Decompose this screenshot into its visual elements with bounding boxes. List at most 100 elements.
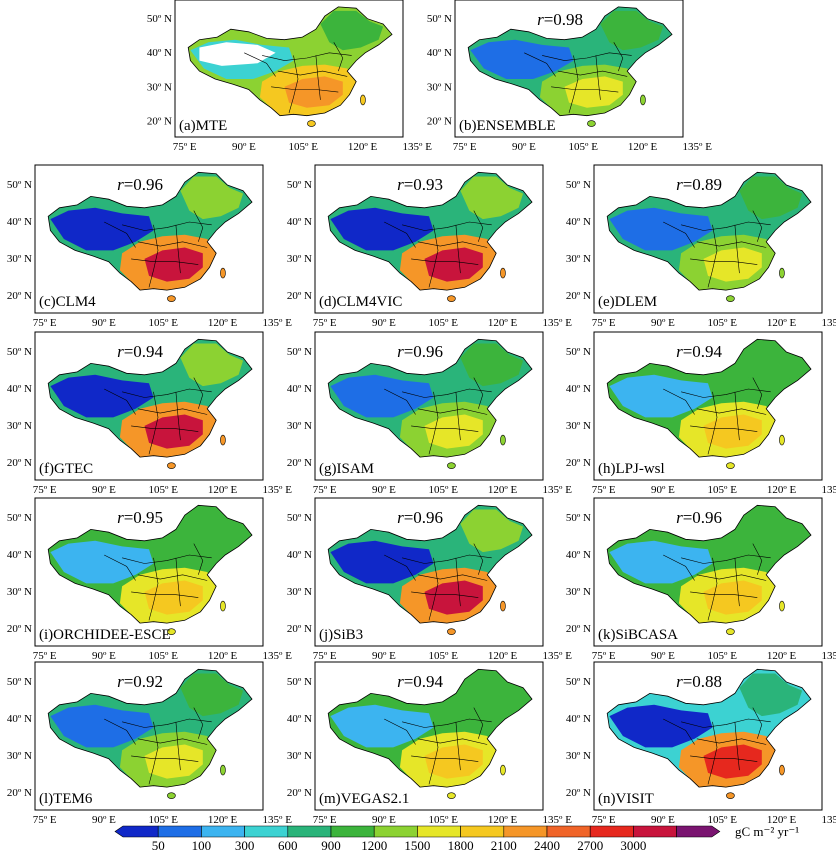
map-panel: 20º N 30º N 40º N 50º N 75º E 90º E 105º E 120º… — [7, 497, 292, 662]
hainan-island — [447, 462, 456, 469]
province-boundary — [148, 224, 159, 288]
province-boundary — [148, 391, 159, 455]
province-boundary — [696, 408, 767, 415]
panel-label: (n)VISIT — [598, 791, 654, 807]
colorbar-swatch — [373, 825, 418, 838]
province-boundary — [411, 425, 479, 432]
province-boundary — [411, 591, 479, 598]
r-symbol: r — [676, 508, 683, 527]
hainan-island — [307, 120, 316, 127]
province-boundary — [663, 221, 695, 248]
province-boundary — [131, 425, 199, 432]
lat-tick-label: 50º N — [287, 346, 312, 358]
lon-tick-label: 75º E — [33, 814, 57, 826]
china-border — [327, 504, 533, 624]
panel-frame — [34, 661, 264, 811]
colorbar-tick-label: 2100 — [491, 838, 517, 850]
panel-frame — [454, 0, 684, 138]
panel-frame — [314, 331, 544, 481]
lat-tick-label: 20º N — [427, 116, 452, 128]
correlation-label: r=0.94 — [676, 342, 722, 361]
taiwan-island — [500, 600, 506, 612]
china-border — [187, 6, 393, 117]
map-panel: 20º N 30º N 40º N 50º N 75º E 90º E 105º E 120º… — [7, 331, 293, 496]
lon-tick-label: 135º E — [822, 484, 836, 496]
hainan-island — [167, 462, 176, 469]
colorbar-tick-label: 100 — [192, 838, 212, 850]
lat-tick-label: 40º N — [566, 713, 591, 725]
west-region — [330, 374, 434, 418]
province-boundary — [122, 221, 212, 231]
lat-tick-label: 30º N — [287, 420, 312, 432]
colorbar-tick-label: 3000 — [620, 838, 646, 850]
west-region — [50, 540, 154, 584]
china-border — [606, 668, 812, 788]
lon-tick-label: 75º E — [313, 484, 337, 496]
panel-frame — [34, 497, 264, 647]
lon-tick-label: 75º E — [592, 317, 616, 329]
r-value: =0.94 — [404, 672, 444, 691]
province-boundary — [104, 554, 136, 581]
northeast-region — [739, 343, 803, 387]
lon-tick-label: 75º E — [592, 650, 616, 662]
province-boundary — [193, 210, 204, 242]
province-boundary — [193, 707, 204, 739]
taiwan-island — [360, 94, 366, 106]
lat-tick-label: 20º N — [287, 787, 312, 799]
lat-tick-label: 20º N — [7, 290, 32, 302]
west-region — [330, 207, 434, 251]
northeast-region — [739, 673, 803, 717]
r-value: =0.94 — [683, 342, 723, 361]
r-symbol: r — [397, 175, 404, 194]
northeast-region — [600, 10, 664, 51]
r-value: =0.96 — [124, 175, 163, 194]
lat-tick-label: 20º N — [566, 457, 591, 469]
lat-tick-label: 40º N — [7, 383, 32, 395]
province-boundary — [696, 241, 767, 248]
hainan-island — [587, 120, 596, 127]
province-boundary — [122, 718, 212, 728]
lon-tick-label: 135º E — [263, 484, 293, 496]
province-boundary — [277, 70, 348, 77]
hainan-island — [726, 628, 735, 635]
panel-frame — [314, 661, 544, 811]
r-value: =0.96 — [404, 508, 443, 527]
province-boundary — [752, 377, 763, 409]
province-boundary — [663, 388, 695, 415]
province-boundary — [402, 221, 492, 231]
province-boundary — [690, 591, 758, 598]
lat-tick-label: 30º N — [287, 586, 312, 598]
lon-tick-label: 135º E — [543, 317, 573, 329]
lat-tick-label: 40º N — [427, 47, 452, 59]
r-value: =0.93 — [404, 175, 443, 194]
panel-label: (d)CLM4VIC — [319, 294, 402, 310]
lon-tick-label: 120º E — [767, 814, 797, 826]
province-boundary — [690, 425, 758, 432]
lon-tick-label: 135º E — [822, 814, 836, 826]
province-boundary — [681, 718, 771, 728]
colorbar-tick-label: 1800 — [448, 838, 474, 850]
panel-label: (l)TEM6 — [39, 791, 93, 807]
lon-tick-label: 75º E — [33, 650, 57, 662]
province-boundary — [262, 52, 352, 61]
r-value: =0.88 — [683, 672, 722, 691]
province-boundary — [455, 391, 461, 441]
lon-tick-label: 90º E — [651, 814, 675, 826]
correlation-label: r=0.88 — [676, 672, 722, 691]
northeast-region — [739, 176, 803, 220]
province-boundary — [734, 391, 740, 441]
lon-tick-label: 75º E — [453, 141, 477, 153]
province-boundary — [333, 42, 344, 72]
lat-tick-label: 30º N — [287, 750, 312, 762]
lon-tick-label: 105º E — [708, 317, 738, 329]
correlation-label: r=0.92 — [117, 672, 163, 691]
panel-label: (i)ORCHIDEE-ESCE — [39, 627, 171, 643]
lon-tick-label: 120º E — [208, 814, 238, 826]
hainan-island — [726, 792, 735, 799]
map-panel: 20º N 30º N 40º N 50º N 75º E 90º E 105º E 120º… — [566, 331, 836, 496]
west-region — [50, 704, 154, 748]
province-boundary — [428, 557, 439, 621]
west-region — [609, 374, 713, 418]
lon-tick-label: 135º E — [543, 484, 573, 496]
